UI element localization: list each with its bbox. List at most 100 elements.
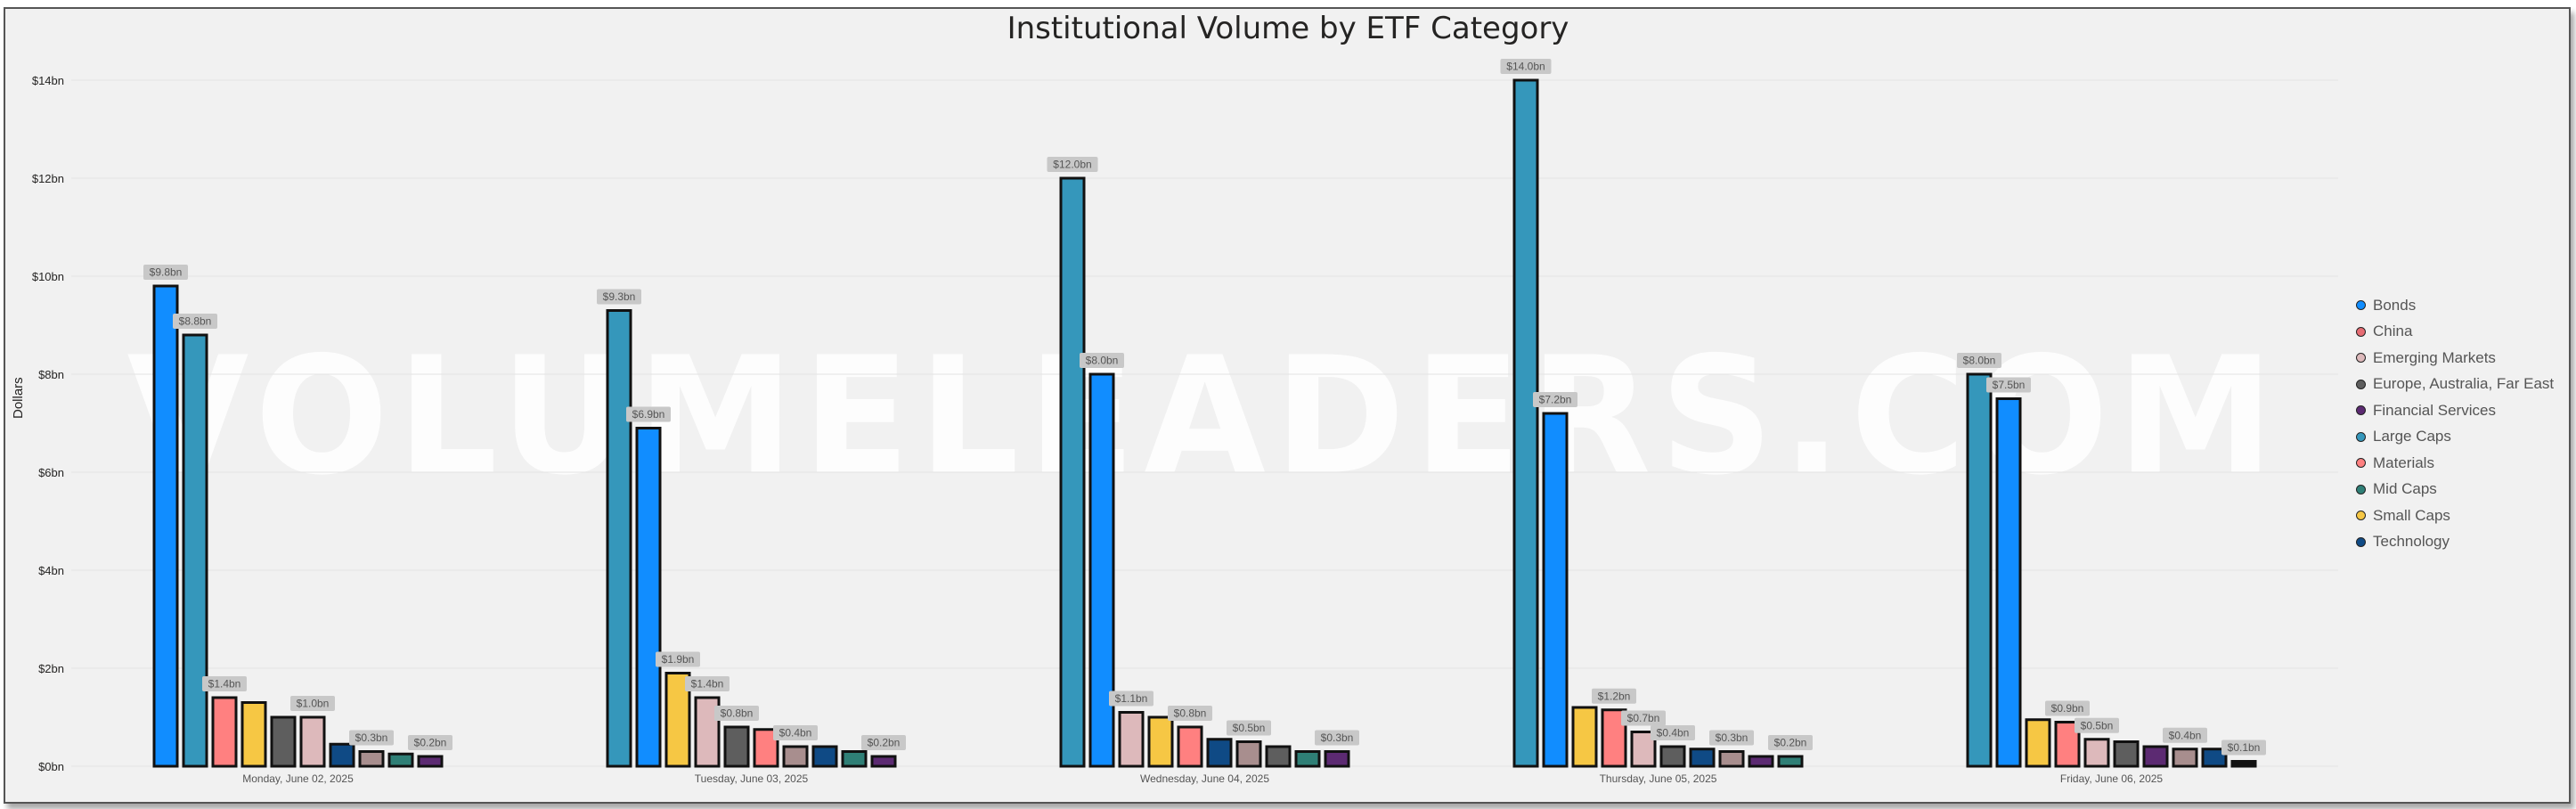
data-label: $9.8bn [150,266,183,279]
bar [870,755,897,768]
data-label-bg [1047,157,1098,172]
legend-item[interactable]: Europe, Australia, Far East [2356,372,2554,398]
data-label-bg [408,735,452,750]
data-label-bg [1592,688,1636,704]
x-tick-label: Monday, June 02, 2025 [242,772,354,785]
data-label-bg [2163,727,2207,743]
data-label: $0.3bn [1716,731,1749,744]
data-label-bg [1500,59,1552,74]
legend-item[interactable]: Bonds [2356,292,2554,319]
bar [182,333,208,768]
data-label-bg [685,676,730,691]
data-label: $1.4bn [208,678,241,691]
x-tick-label: Wednesday, June 04, 2025 [1140,772,1269,785]
bar [1718,750,1745,768]
legend-swatch [2356,379,2366,389]
data-label-bg [1080,353,1124,368]
bar [811,745,838,768]
bar [1265,745,1292,768]
data-label: $0.2bn [1774,737,1807,749]
bar [270,715,297,768]
legend-label: Emerging Markets [2373,348,2496,366]
bar [417,755,444,768]
y-tick-label: $6bn [38,466,64,479]
data-label-bg [1315,730,1359,746]
legend-item[interactable]: Financial Services [2356,397,2554,424]
data-label: $14.0bn [1506,61,1545,73]
bar [211,696,238,768]
data-label: $7.2bn [1539,394,1572,406]
legend-swatch [2356,431,2366,442]
bar [1147,715,1174,768]
data-label: $0.1bn [2228,741,2261,754]
bar [358,750,385,768]
chart-legend: Bonds China Emerging Markets Europe, Austra… [2356,292,2554,555]
legend-item[interactable]: China [2356,319,2554,346]
legend-item[interactable]: Mid Caps [2356,477,2554,503]
watermark: VOLUMELEADERS.COM [127,322,2283,511]
bar [1748,755,1774,768]
bar [1995,397,2022,768]
data-label: $0.2bn [414,737,447,749]
legend-label: Large Caps [2373,428,2451,445]
bar [387,752,414,768]
data-label: $1.4bn [691,678,724,691]
x-tick-label: Friday, June 06, 2025 [2060,772,2164,785]
data-label-bg [714,706,759,721]
legend-swatch [2356,536,2366,547]
y-tick-label: $14bn [32,74,64,87]
legend-label: Financial Services [2373,401,2496,419]
x-tick-label: Tuesday, June 03, 2025 [695,772,809,785]
legend-item[interactable]: Large Caps [2356,424,2554,451]
legend-item[interactable]: Technology [2356,529,2554,556]
legend-swatch [2356,405,2366,416]
data-label-bg [143,265,188,280]
y-tick-label: $0bn [38,760,64,773]
data-label: $0.4bn [1657,727,1690,740]
legend-label: Technology [2373,533,2450,551]
data-label: $1.9bn [662,653,695,666]
bar [606,309,632,768]
data-label: $0.4bn [2169,729,2202,741]
data-label: $7.5bn [1993,379,2026,391]
data-label: $0.7bn [1627,712,1660,724]
legend-item[interactable]: Small Caps [2356,503,2554,529]
bar [299,715,326,768]
y-tick-label: $10bn [32,270,64,283]
data-label-bg [1986,377,2031,393]
legend-item[interactable]: Materials [2356,450,2554,477]
legend-item[interactable]: Emerging Markets [2356,345,2554,372]
data-label: $0.5bn [2081,719,2114,731]
bar [1777,755,1804,768]
bar [1118,711,1145,768]
data-label: $0.9bn [2051,702,2084,715]
legend-swatch [2356,484,2366,494]
data-label-bg [1109,691,1153,707]
data-label: $0.2bn [868,737,901,749]
data-label: $0.8bn [1174,707,1207,720]
data-label-bg [173,314,217,329]
bar [1659,745,1686,768]
y-tick-label: $8bn [38,368,64,381]
data-label: $0.3bn [1321,731,1354,744]
data-label-bg [1227,720,1271,736]
chart-title: Institutional Volume by ETF Category [1007,11,1569,46]
bar [1689,748,1716,768]
data-label-bg [1768,735,1813,750]
bar [1512,78,1539,768]
bar [782,745,809,768]
legend-label: Bonds [2373,296,2417,314]
data-label-bg [1957,353,2001,368]
bar [1088,372,1115,768]
data-label: $8.0bn [1086,355,1119,367]
chart-frame [4,7,2571,804]
bar [1966,372,1993,768]
data-label-bg [861,735,906,750]
data-label-bg [1709,730,1754,746]
legend-swatch [2356,300,2366,311]
bar [1542,412,1569,768]
bar [723,725,750,768]
data-label: $1.2bn [1598,690,1631,702]
legend-label: China [2373,323,2413,340]
